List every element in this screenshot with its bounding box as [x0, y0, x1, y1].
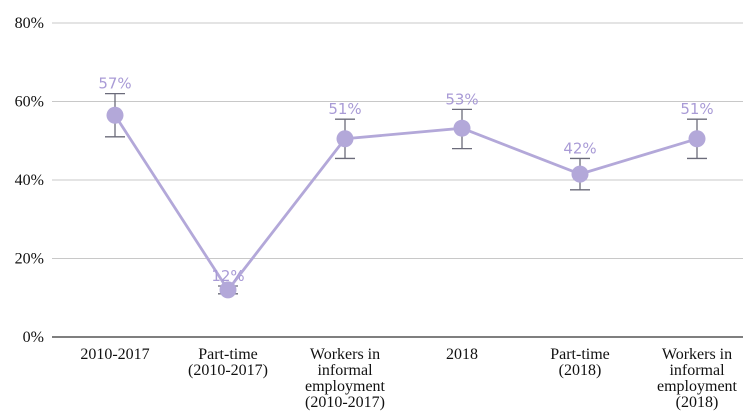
x-category-label: Part-time (2010-2017) — [188, 346, 268, 379]
x-category-label: Workers in informal employment (2018) — [657, 346, 738, 411]
data-markers — [106, 106, 706, 299]
grid-lines — [52, 22, 743, 338]
data-label: 51% — [680, 100, 713, 118]
x-category-label: 2018 — [446, 346, 478, 363]
data-point — [219, 281, 237, 299]
x-category-label: Workers in informal employment (2010-2017) — [305, 346, 386, 411]
series-line — [113, 114, 698, 292]
data-point — [453, 119, 471, 137]
y-axis-tick-labels: 0% 20% 40% 60% 80% — [15, 15, 44, 346]
error-bars — [105, 93, 707, 295]
data-point — [688, 130, 706, 148]
x-category-label: Part-time (2018) — [550, 346, 610, 379]
y-tick-label: 40% — [15, 172, 44, 189]
data-label: 12% — [211, 267, 244, 285]
x-axis-category-labels: 2010-2017 Part-time (2010-2017) Workers in i… — [80, 346, 737, 411]
data-point — [571, 165, 589, 183]
data-label: 57% — [98, 75, 131, 93]
series-line-group — [113, 114, 698, 292]
y-tick-label: 20% — [15, 251, 44, 268]
y-tick-label: 80% — [15, 15, 44, 32]
data-point — [106, 106, 124, 124]
data-label: 51% — [328, 100, 361, 118]
y-tick-label: 60% — [15, 94, 44, 111]
data-point — [336, 130, 354, 148]
data-labels: 57% 12% 51% 53% 42% 51% — [98, 75, 713, 285]
data-label: 42% — [563, 139, 596, 157]
data-label: 53% — [445, 90, 478, 108]
y-tick-label: 0% — [23, 329, 44, 346]
x-category-label: 2010-2017 — [80, 346, 149, 363]
